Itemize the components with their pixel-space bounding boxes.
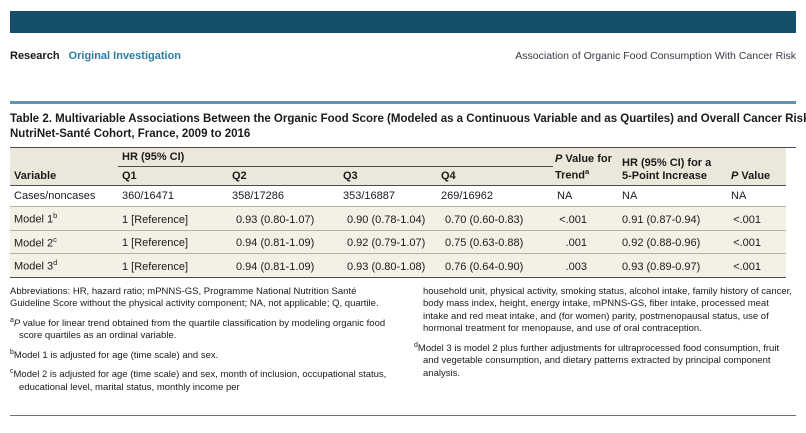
cell-cases-hr5: NA <box>622 190 638 202</box>
cell-model2-q3: 0.92 (0.79-1.07) <box>347 237 426 250</box>
footnote-c: cModel 2 is adjusted for age (time scale… <box>10 368 387 393</box>
cell-cases-q2: 358/17286 <box>232 190 284 202</box>
column-header-q1: Q1 <box>118 166 228 186</box>
header-rule <box>10 101 796 104</box>
table-title-line1: Table 2. Multivariable Associations Betw… <box>10 113 806 125</box>
column-header-q2: Q2 <box>228 166 339 186</box>
cell-cases-pvalue: NA <box>731 190 747 202</box>
cell-model3-q2: 0.94 (0.81-1.09) <box>236 260 315 273</box>
cell-model1-ptrend: <.001 <box>559 213 588 226</box>
cell-model2-hr5: 0.92 (0.88-0.96) <box>622 237 701 250</box>
table-header: Variable HR (95% CI) P Value for Trenda H… <box>10 148 787 186</box>
table-title-line2: NutriNet-Santé Cohort, France, 2009 to 2… <box>10 127 251 140</box>
cell-model2-q4: 0.75 (0.63-0.88) <box>445 237 524 250</box>
cell-model3-q3: 0.93 (0.80-1.08) <box>347 260 426 273</box>
row-label-model2: Model 2c <box>14 234 57 250</box>
masthead: Research Original Investigation Associati… <box>10 46 796 64</box>
column-header-hr-spanner: HR (95% CI) <box>118 148 554 167</box>
results-table: Variable HR (95% CI) P Value for Trenda H… <box>10 148 787 278</box>
footnotes: Abbreviations: HR, hazard ratio; mPNNS-G… <box>10 286 796 394</box>
footnote-abbreviations: Abbreviations: HR, hazard ratio; mPNNS-G… <box>10 285 379 310</box>
column-header-p-trend: P Value for Trenda <box>553 148 619 186</box>
cell-cases-q4: 269/16962 <box>441 190 493 202</box>
footnotes-left-column: Abbreviations: HR, hazard ratio; mPNNS-G… <box>10 286 388 394</box>
cell-model1-hr5: 0.91 (0.87-0.94) <box>622 213 701 226</box>
cell-model3-q4: 0.76 (0.64-0.90) <box>445 260 524 273</box>
row-label-model3: Model 3d <box>14 258 58 273</box>
cell-cases-q1: 360/16471 <box>122 190 174 202</box>
cell-model2-ptrend: .001 <box>565 237 588 250</box>
footnotes-right-column: household unit, physical activity, smoki… <box>414 286 796 394</box>
cell-model3-q1: 1 [Reference] <box>122 260 189 273</box>
cell-model2-q2: 0.94 (0.81-1.09) <box>236 237 315 250</box>
cell-model1-q4: 0.70 (0.60-0.83) <box>445 213 524 226</box>
page-bottom-rule <box>10 415 796 417</box>
row-label-cases: Cases/noncases <box>14 190 96 202</box>
table-title: Table 2. Multivariable Associations Betw… <box>10 112 806 141</box>
cell-model2-q1: 1 [Reference] <box>122 237 189 250</box>
footnote-a: aP value for linear trend obtained from … <box>10 316 386 342</box>
title-rule <box>10 147 796 148</box>
cell-model1-pvalue: <.001 <box>733 213 762 226</box>
cell-model3-hr5: 0.93 (0.89-0.97) <box>622 260 701 273</box>
article-page: Research Original Investigation Associati… <box>0 11 806 417</box>
table-row-model3: Model 3d 1 [Reference] 0.94 (0.81-1.09) … <box>10 253 787 278</box>
table-row-cases: Cases/noncases 360/16471 358/17286 353/1… <box>10 185 787 207</box>
cell-model3-pvalue: <.001 <box>733 260 762 273</box>
cell-cases-ptrend: NA <box>557 190 573 202</box>
kicker: Research <box>10 50 60 62</box>
column-header-p-value: P Value <box>727 148 787 186</box>
footnote-b: bModel 1 is adjusted for age (time scale… <box>10 348 219 361</box>
column-header-q4: Q4 <box>437 166 554 186</box>
cell-model2-pvalue: <.001 <box>733 237 762 250</box>
column-header-q3: Q3 <box>339 166 437 186</box>
footnote-c-continuation: household unit, physical activity, smoki… <box>423 285 792 335</box>
table-row-model1: Model 1b 1 [Reference] 0.93 (0.80-1.07) … <box>10 206 787 231</box>
table-row-model2: Model 2c 1 [Reference] 0.94 (0.81-1.09) … <box>10 230 787 254</box>
column-header-hr-5point: HR (95% CI) for a 5-Point Increase <box>618 148 728 186</box>
section-label: Original Investigation <box>68 50 182 62</box>
cell-model1-q3: 0.90 (0.78-1.04) <box>347 213 426 226</box>
column-header-variable: Variable <box>10 148 118 186</box>
footnote-d: dModel 3 is model 2 plus further adjustm… <box>414 341 780 379</box>
cell-model1-q1: 1 [Reference] <box>122 213 189 226</box>
cell-model1-q2: 0.93 (0.80-1.07) <box>236 213 315 226</box>
cell-cases-q3: 353/16887 <box>343 190 395 202</box>
running-title: Association of Organic Food Consumption … <box>515 50 796 62</box>
cell-model3-ptrend: .003 <box>565 260 588 273</box>
row-label-model1: Model 1b <box>14 211 58 226</box>
masthead-left: Research Original Investigation <box>10 46 181 64</box>
masthead-bar <box>10 11 796 33</box>
